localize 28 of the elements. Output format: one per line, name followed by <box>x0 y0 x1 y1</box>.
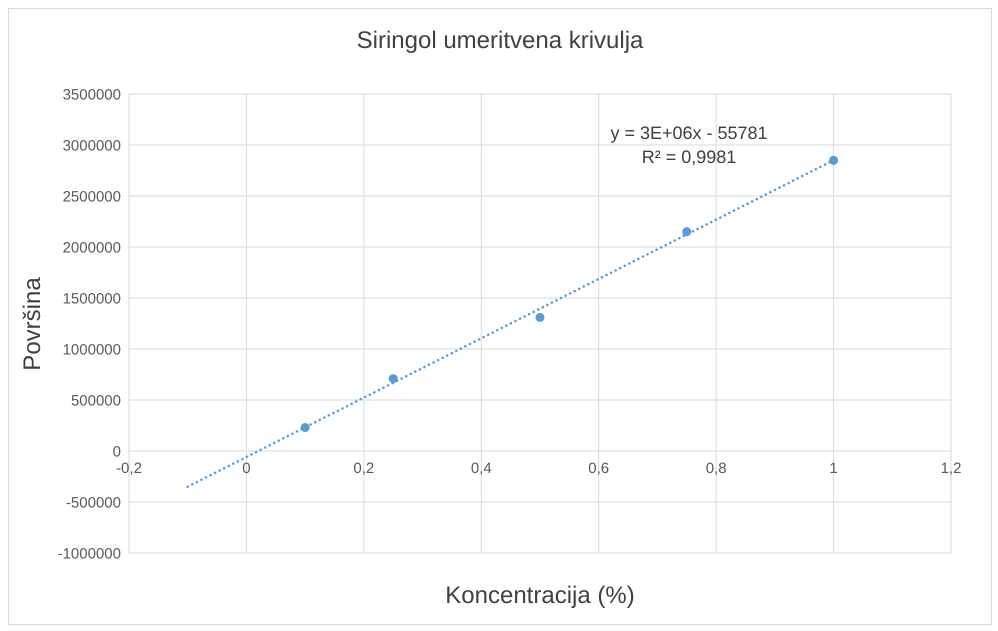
x-tick-label: 1,2 <box>940 460 962 478</box>
y-tick-label: -500000 <box>66 494 121 512</box>
y-axis-title: Površina <box>19 277 47 371</box>
y-tick-label: 0 <box>112 443 121 460</box>
point <box>535 312 545 322</box>
x-tick-label: 0,2 <box>353 460 374 478</box>
y-tick-label: 2000000 <box>62 239 121 256</box>
y-tick-label: 2500000 <box>62 188 121 206</box>
y-tick-label: 3000000 <box>62 137 121 154</box>
x-tick-label: 0,8 <box>706 460 727 478</box>
point <box>388 374 398 384</box>
y-tick-label: 1000000 <box>62 341 121 358</box>
x-tick-label: -0,2 <box>116 460 142 478</box>
x-tick-label: 0,4 <box>470 460 492 478</box>
y-tick-label: -1000000 <box>58 545 121 562</box>
annotation: R² = 0,9981 <box>640 146 738 169</box>
y-tick-label: 1500000 <box>62 290 121 308</box>
point <box>829 156 838 165</box>
annotation: y = 3E+06x - 55781 <box>609 122 769 145</box>
point <box>300 423 310 432</box>
point <box>682 227 692 236</box>
x-tick-label: 0 <box>242 460 251 478</box>
chart-title: Siringol umeritvena krivulja <box>356 27 644 55</box>
y-tick-label: 3500000 <box>62 86 121 104</box>
x-tick-label: 0,6 <box>588 460 610 478</box>
y-tick-label: 500000 <box>70 392 121 410</box>
x-axis-title: Koncentracija (%) <box>444 582 636 610</box>
x-tick-label: 1 <box>829 460 838 478</box>
